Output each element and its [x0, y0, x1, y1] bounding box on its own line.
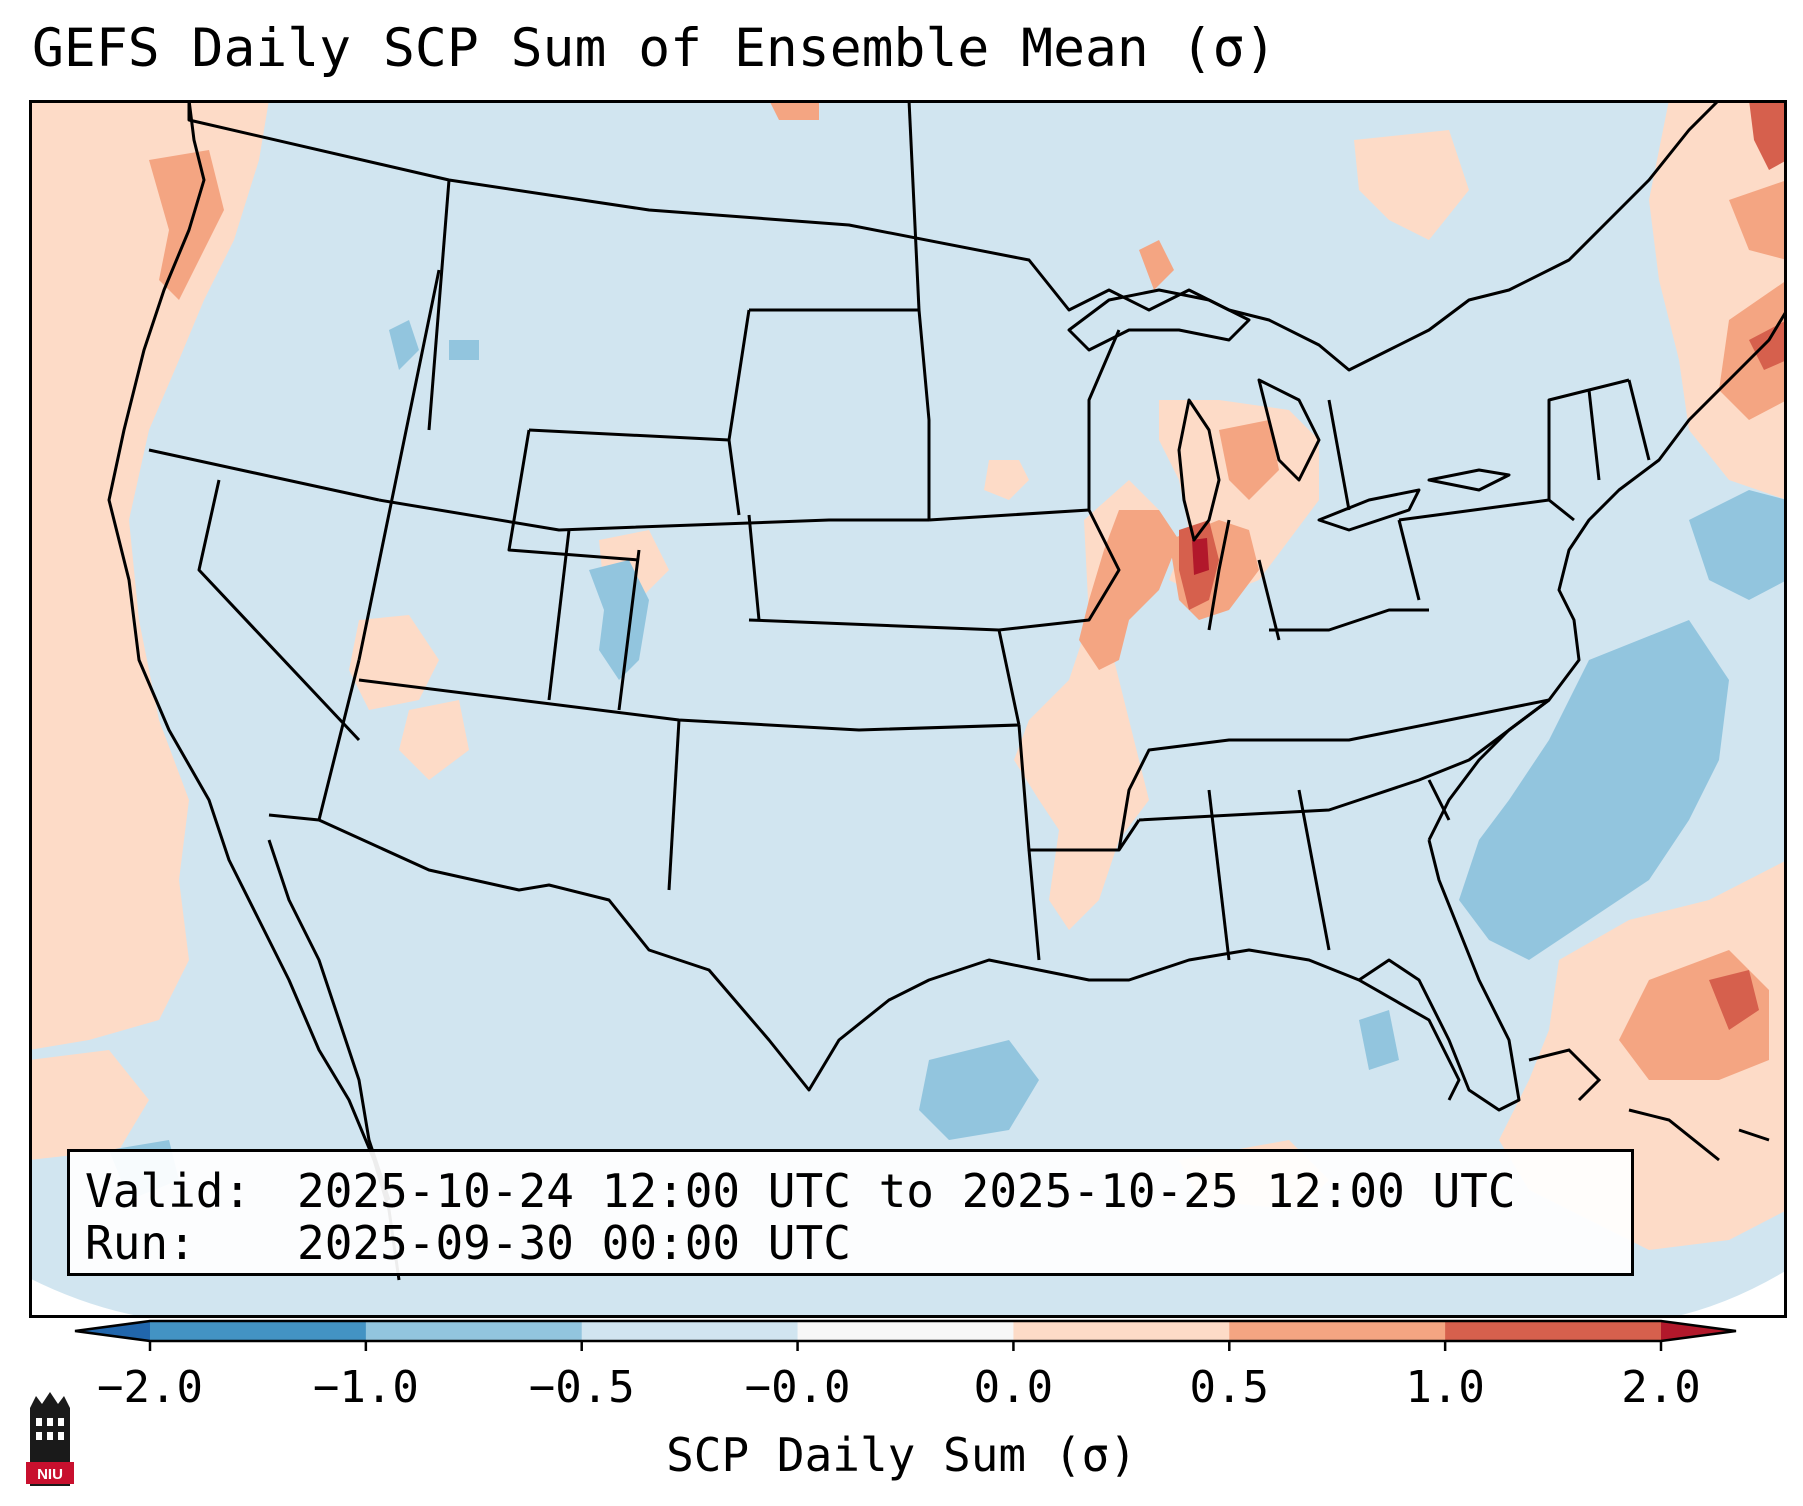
valid-time-box: Valid: 2025-10-24 12:00 UTC to 2025-10-25… — [67, 1149, 1634, 1276]
colorbar-over-arrow — [1661, 1321, 1736, 1341]
colorbar-tick-label: −0.5 — [528, 1362, 635, 1413]
coastline-east — [1427, 309, 1787, 841]
map-background — [29, 100, 1787, 1318]
run-value: 2025-09-30 00:00 UTC — [297, 1216, 851, 1270]
logo-text: NIU — [37, 1466, 63, 1483]
colorbar-tick-label: 0.0 — [973, 1362, 1054, 1413]
gulf-coast-florida — [1358, 839, 1521, 1112]
colorbar-bin — [1013, 1321, 1230, 1341]
projection-edge-left — [29, 1278, 149, 1318]
lake-huron — [1257, 378, 1321, 482]
colorbar-tick-label: 0.5 — [1189, 1362, 1270, 1413]
lake-superior — [1067, 288, 1251, 352]
coastline-west — [107, 100, 401, 1281]
run-label: Run: — [85, 1216, 196, 1270]
anomaly-negative — [109, 320, 1787, 1200]
colorbar-tick-label: 1.0 — [1405, 1362, 1485, 1413]
border-south — [268, 813, 1461, 1101]
colorbar-bin — [797, 1321, 1014, 1341]
niu-logo: NIU — [26, 1392, 74, 1486]
colorbar-bin — [581, 1321, 799, 1341]
colorbar-tick-label: 2.0 — [1621, 1362, 1701, 1413]
projection-edge-right — [1669, 1270, 1787, 1318]
colorbar-bin — [150, 1321, 367, 1341]
lake-ontario — [1427, 468, 1511, 492]
lake-erie — [1317, 488, 1421, 532]
lake-michigan — [1177, 398, 1221, 542]
anomaly-positive-dark — [1179, 100, 1787, 1030]
map-frame — [29, 100, 1787, 1318]
anomaly-positive-max — [1192, 538, 1209, 575]
chart-title: GEFS Daily SCP Sum of Ensemble Mean (σ) — [32, 18, 1277, 79]
baja-peninsula — [267, 839, 391, 1201]
valid-label: Valid: — [85, 1164, 252, 1218]
colorbar-outline — [74, 1319, 1737, 1343]
colorbar-label: SCP Daily Sum (σ) — [666, 1428, 1137, 1482]
colorbar-under-arrow — [75, 1321, 150, 1341]
border-north — [187, 100, 1721, 372]
map-panel — [29, 100, 1787, 1318]
valid-line: Valid: 2025-10-24 12:00 UTC to 2025-10-25… — [85, 1168, 1516, 1214]
logo-badge — [26, 1462, 74, 1484]
state-boundaries — [107, 100, 1787, 1281]
run-line: Run: 2025-09-30 00:00 UTC — [85, 1220, 851, 1266]
colorbar-tick-label: −2.0 — [97, 1362, 203, 1413]
colorbar-tick-label: −1.0 — [312, 1362, 419, 1413]
colorbar-bin — [1445, 1321, 1662, 1341]
colorbar-tick-label: −0.0 — [744, 1362, 851, 1413]
caribbean-islands — [1528, 1048, 1770, 1162]
colorbar-bin — [365, 1321, 583, 1341]
valid-value: 2025-10-24 12:00 UTC to 2025-10-25 12:00… — [297, 1164, 1516, 1218]
colorbar-bin — [1229, 1321, 1446, 1341]
